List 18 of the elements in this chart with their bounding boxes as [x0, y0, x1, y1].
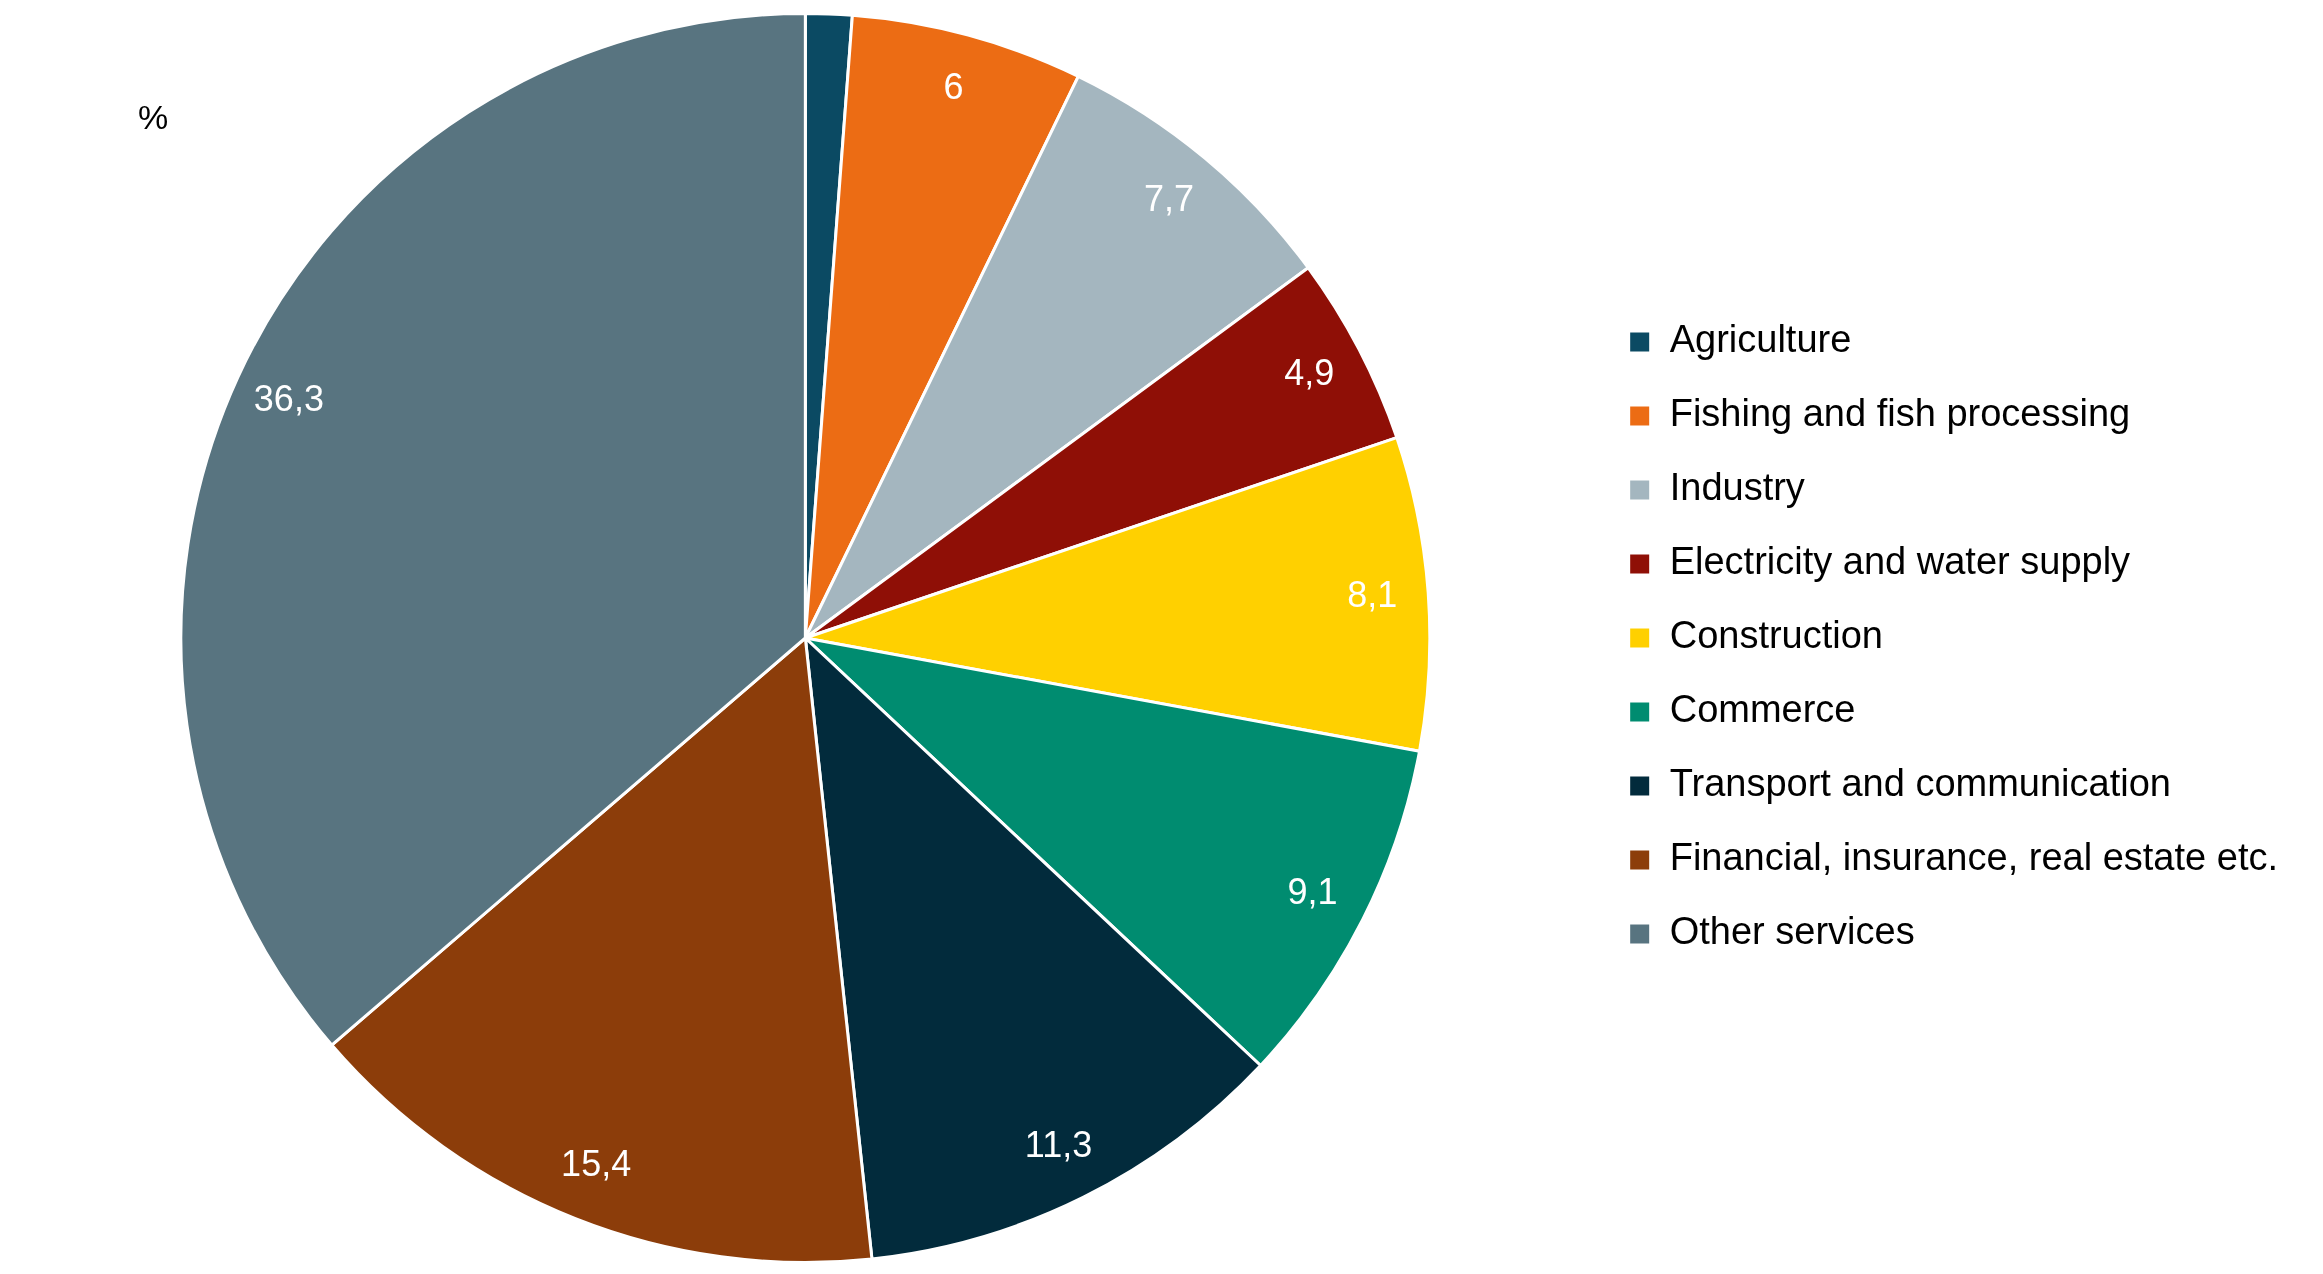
legend-label: Agriculture — [1669, 318, 1852, 361]
data-label: 4,9 — [1284, 352, 1335, 394]
legend-label: Transport and communication — [1669, 762, 2171, 805]
data-label: 11,3 — [1024, 1123, 1093, 1165]
text: % — [138, 98, 169, 137]
legend-label: Commerce — [1669, 688, 1856, 731]
data-label: 6 — [943, 66, 964, 108]
legend-label: Construction — [1669, 614, 1884, 657]
data-label: 7,7 — [1143, 178, 1194, 220]
data-label: 36,3 — [253, 377, 324, 419]
legend-label: Other services — [1669, 910, 1915, 953]
data-label: 15,4 — [561, 1143, 632, 1185]
data-label: 8,1 — [1347, 573, 1398, 615]
legend-label: Financial, insurance, real estate etc. — [1669, 836, 2279, 879]
legend-label: Electricity and water supply — [1669, 540, 2131, 583]
legend-label: Fishing and fish processing — [1669, 392, 2131, 435]
data-label: 9,1 — [1287, 871, 1338, 913]
legend-label: Industry — [1669, 466, 1805, 509]
